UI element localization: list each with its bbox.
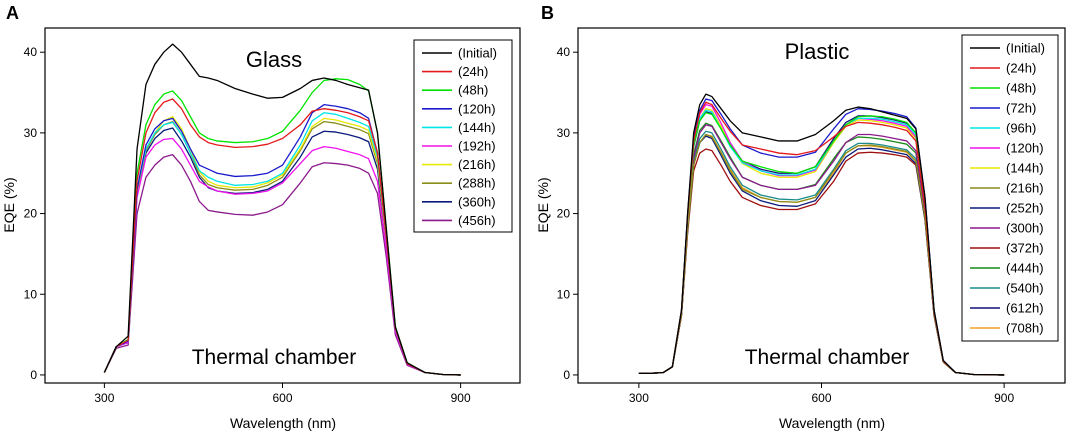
- x-tick-label: 300: [629, 391, 649, 405]
- x-axis-title-b: Wavelength (nm): [779, 415, 885, 431]
- legend-label: (96h): [1006, 121, 1036, 136]
- series-line-192h: [103, 137, 461, 376]
- legend-label: (144h): [1006, 161, 1044, 176]
- x-tick-label: 600: [272, 391, 292, 405]
- y-tick-label: 30: [557, 126, 571, 140]
- legend-label: (288h): [458, 176, 496, 191]
- legend-label: (708h): [1006, 321, 1044, 336]
- y-tick-label: 10: [557, 287, 571, 301]
- legend-label: (Initial): [458, 46, 497, 61]
- series-line-initial: [638, 93, 1005, 376]
- y-tick-label: 0: [30, 368, 37, 382]
- panel-label-b: B: [541, 3, 554, 23]
- legend-label: (Initial): [1006, 41, 1045, 56]
- panel-b: B EQE (%) Wavelength (nm) 300 600 900 0 10 20…: [535, 3, 1066, 431]
- panel-label-a: A: [6, 3, 19, 23]
- x-tick-label: 600: [811, 391, 831, 405]
- legend-a: (Initial) (24h) (48h) (120h) (144h) (192h) (21…: [413, 39, 513, 233]
- legend-label: (144h): [458, 120, 496, 135]
- legend-label: (444h): [1006, 261, 1044, 276]
- legend-label: (24h): [1006, 61, 1036, 76]
- ticks-layer-b: 300 600 900 0 10 20 30 40: [557, 45, 1015, 405]
- panel-a: A EQE (%) Wavelength (nm) 300 600 900 0 10 20…: [1, 3, 521, 431]
- series-line-24h: [638, 101, 1005, 376]
- legend-label: (456h): [458, 213, 496, 228]
- panel-title-glass: Glass: [246, 47, 302, 72]
- series-line-48h: [638, 112, 1005, 376]
- series-line-144h: [103, 112, 461, 376]
- y-tick-label: 0: [563, 368, 570, 382]
- series-line-288h: [103, 120, 461, 376]
- legend-b: (Initial) (24h) (48h) (72h) (96h) (120h) (144h…: [961, 34, 1059, 342]
- y-tick-label: 20: [24, 207, 38, 221]
- legend-label: (120h): [458, 101, 496, 116]
- legend-label: (216h): [458, 157, 496, 172]
- series-line-216h: [638, 133, 1005, 376]
- legend-label: (216h): [1006, 181, 1044, 196]
- series-line-456h: [103, 154, 461, 376]
- legend-label: (24h): [458, 64, 488, 79]
- x-axis-title-a: Wavelength (nm): [230, 415, 336, 431]
- legend-label: (252h): [1006, 201, 1044, 216]
- panel-title-plastic: Plastic: [785, 39, 850, 64]
- legend-label: (300h): [1006, 221, 1044, 236]
- series-line-120h: [103, 104, 461, 376]
- legend-label: (48h): [1006, 81, 1036, 96]
- legend-label: (360h): [458, 194, 496, 209]
- legend-label: (72h): [1006, 101, 1036, 116]
- legend-label: (120h): [1006, 141, 1044, 156]
- series-layer-a: [103, 43, 461, 376]
- series-line-48h: [103, 78, 461, 376]
- y-tick-label: 30: [24, 126, 38, 140]
- legend-label: (372h): [1006, 241, 1044, 256]
- y-axis-title-b: EQE (%): [535, 177, 551, 232]
- y-tick-label: 40: [557, 45, 571, 59]
- legend-label: (192h): [458, 139, 496, 154]
- y-axis-title-a: EQE (%): [1, 177, 17, 232]
- legend-label: (612h): [1006, 301, 1044, 316]
- y-tick-label: 10: [24, 287, 38, 301]
- annotation-thermal-chamber-a: Thermal chamber: [192, 346, 357, 369]
- y-tick-label: 20: [557, 207, 571, 221]
- series-line-216h: [103, 116, 461, 376]
- series-line-24h: [103, 98, 461, 376]
- x-tick-label: 900: [451, 391, 471, 405]
- legend-label: (540h): [1006, 281, 1044, 296]
- annotation-thermal-chamber-b: Thermal chamber: [745, 346, 910, 369]
- series-line-initial: [103, 43, 461, 376]
- ticks-layer-a: 300 600 900 0 10 20 30 40: [24, 45, 471, 405]
- legend-label: (48h): [458, 83, 488, 98]
- x-tick-label: 900: [994, 391, 1014, 405]
- series-line-372h: [638, 148, 1005, 376]
- x-tick-label: 300: [94, 391, 114, 405]
- y-tick-label: 40: [24, 45, 38, 59]
- series-layer-b: [638, 93, 1005, 376]
